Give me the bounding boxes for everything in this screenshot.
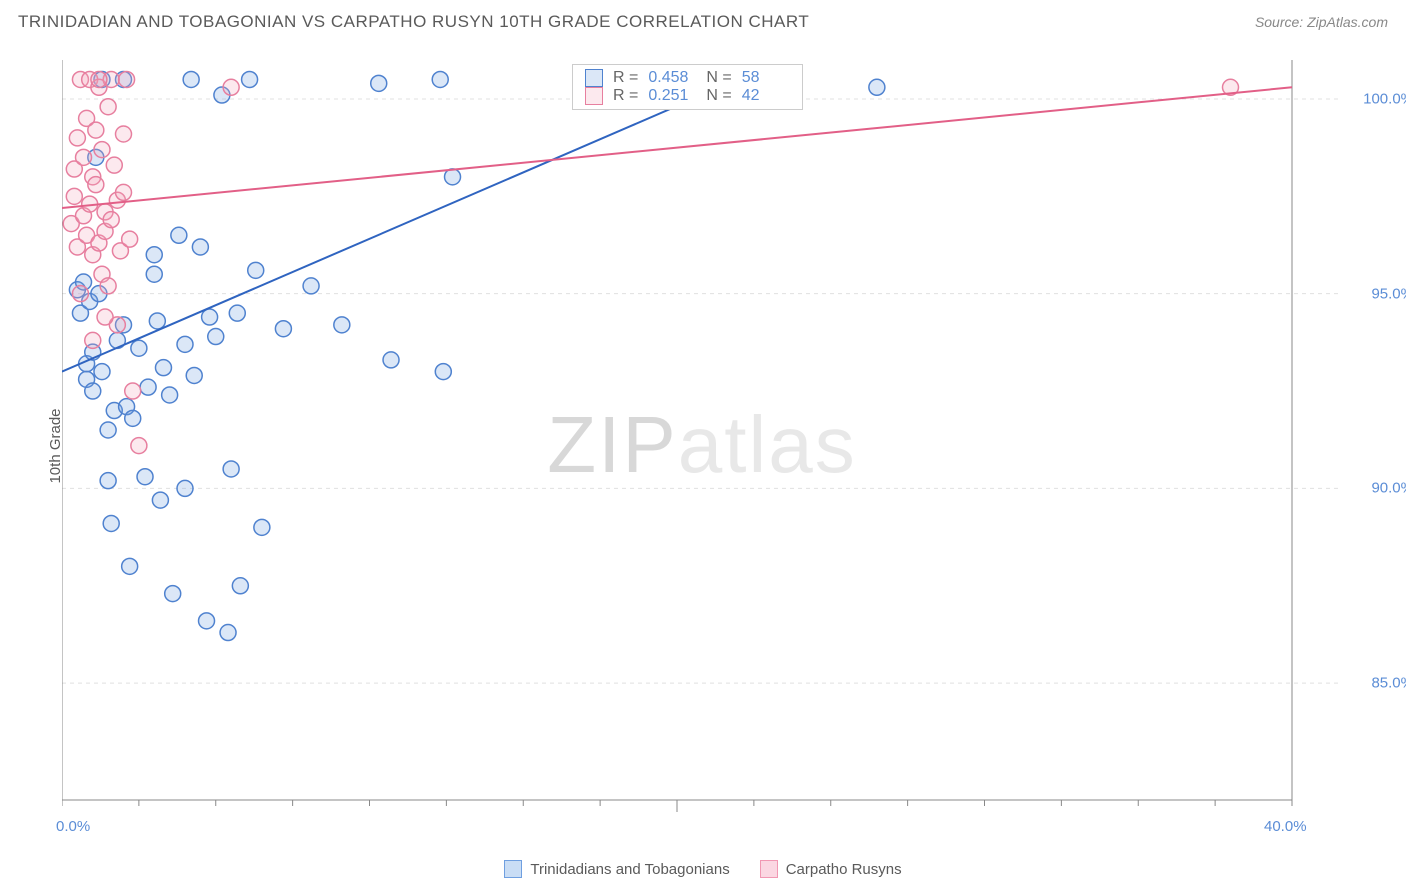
legend-label: Carpatho Rusyns [786, 861, 902, 878]
x-tick-max: 40.0% [1264, 818, 1307, 835]
chart-svg [62, 60, 1342, 830]
stat-r-value: 0.251 [648, 87, 696, 105]
chart-source: Source: ZipAtlas.com [1255, 14, 1388, 30]
stat-n-value: 58 [742, 69, 790, 87]
y-tick-label: 90.0% [1371, 480, 1406, 497]
y-tick-label: 85.0% [1371, 675, 1406, 692]
stat-row: R = 0.251 N = 42 [585, 87, 790, 105]
stat-n-value: 42 [742, 87, 790, 105]
stat-r-label: R = [613, 87, 638, 105]
legend-bottom: Trinidadians and Tobagonians Carpatho Ru… [0, 860, 1406, 878]
legend-item-series1: Trinidadians and Tobagonians [504, 860, 729, 878]
stat-swatch-icon [585, 69, 603, 87]
stat-r-value: 0.458 [648, 69, 696, 87]
correlation-stat-box: R = 0.458 N = 58 R = 0.251 N = 42 [572, 64, 803, 110]
legend-swatch-icon [760, 860, 778, 878]
y-tick-label: 100.0% [1363, 90, 1406, 107]
y-tick-label: 95.0% [1371, 285, 1406, 302]
stat-n-label: N = [706, 87, 731, 105]
stat-n-label: N = [706, 69, 731, 87]
legend-label: Trinidadians and Tobagonians [530, 861, 729, 878]
legend-item-series2: Carpatho Rusyns [760, 860, 902, 878]
stat-swatch-icon [585, 87, 603, 105]
chart-title: TRINIDADIAN AND TOBAGONIAN VS CARPATHO R… [18, 12, 809, 32]
chart-header: TRINIDADIAN AND TOBAGONIAN VS CARPATHO R… [0, 0, 1406, 40]
x-tick-min: 0.0% [56, 818, 90, 835]
legend-swatch-icon [504, 860, 522, 878]
stat-r-label: R = [613, 69, 638, 87]
plot-area: ZIPatlas R =0.458N =58R =0.251N =42 85.0… [62, 60, 1342, 830]
stat-row: R = 0.458 N = 58 [585, 69, 790, 87]
